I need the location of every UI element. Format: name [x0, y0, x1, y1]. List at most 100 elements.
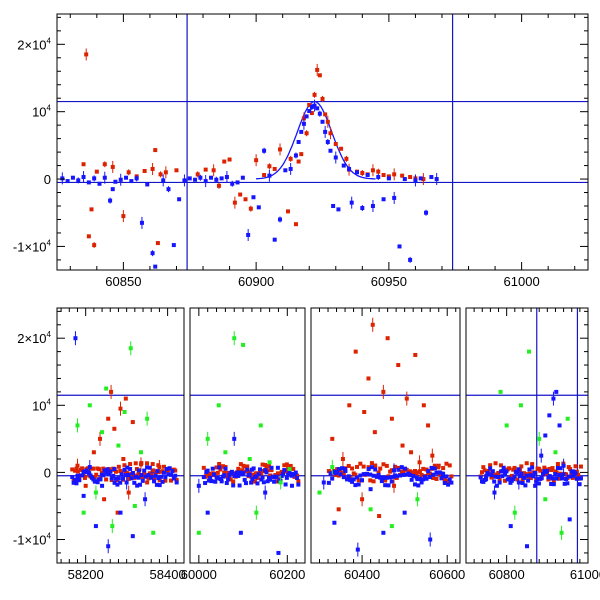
bottom-blue-band-point [173, 473, 178, 478]
top-x-tick-label: 60900 [238, 274, 274, 289]
bottom-red-band-point [92, 475, 97, 480]
bottom-red-band-point [291, 466, 296, 471]
top-blue-point [413, 178, 418, 183]
bottom-red-band-point [503, 478, 508, 483]
bottom-blue-band-point [161, 470, 166, 475]
bottom-red-band-point [564, 472, 569, 477]
top-red-point [174, 168, 179, 173]
bottom-blue-band-point [527, 467, 532, 472]
bottom-blue-band-point [553, 472, 558, 477]
top-blue-point [323, 129, 328, 134]
bottom-red-band-point [74, 466, 79, 471]
bottom-series-blue [484, 389, 576, 549]
bottom-y-tick-label-text: 10 [32, 398, 46, 413]
bottom-blue-band-point [283, 482, 288, 487]
bottom-blue-band-point [264, 470, 269, 475]
bottom-red-point [123, 396, 128, 401]
bottom-x-tick-label: 60800 [489, 567, 525, 582]
bottom-blue-band-point [441, 471, 446, 476]
bottom-blue-point [557, 423, 562, 428]
bottom-red-band-point [236, 466, 241, 471]
bottom-blue-band-point [381, 475, 386, 480]
bottom-blue-band-point [258, 467, 263, 472]
bottom-red-band-point [373, 463, 378, 468]
bottom-green-point [559, 530, 564, 535]
top-blue-point [349, 200, 354, 205]
bottom-red-band-point [442, 477, 447, 482]
bottom-blue-band-point [558, 466, 563, 471]
top-y-tick-label-text: 0 [44, 172, 51, 187]
bottom-blue-point [124, 480, 129, 485]
top-blue-point [214, 177, 219, 182]
bottom-series-green [75, 341, 156, 535]
bottom-blue-band-point [403, 466, 408, 471]
bottom-green-point [565, 416, 570, 421]
top-blue-point [331, 204, 336, 208]
bottom-red-band-point [128, 462, 133, 467]
bottom-blue-band-point [488, 466, 493, 471]
bottom-blue-band-point [145, 465, 150, 470]
top-red-point [328, 131, 333, 136]
bottom-blue-band-point [206, 478, 211, 483]
bottom-blue-band-point [245, 467, 250, 472]
bottom-red-point [126, 490, 131, 495]
bottom-red-point [130, 420, 135, 425]
top-series-blue [60, 99, 439, 269]
bottom-blue-point [567, 517, 572, 522]
bottom-red-point [91, 450, 96, 455]
bottom-red-band-point [174, 478, 179, 483]
top-blue-point [124, 175, 129, 180]
bottom-red-band-point [550, 466, 555, 471]
bottom-red-band-point [169, 478, 174, 483]
bottom-blue-point [533, 483, 538, 488]
bottom-red-point [330, 436, 335, 441]
bottom-blue-band-point [576, 476, 581, 481]
bottom-red-band-point [268, 473, 273, 478]
bottom-blue-band-point [282, 468, 287, 473]
bottom-blue-band-point [412, 482, 417, 487]
top-blue-point [187, 176, 192, 181]
top-blue-point [312, 103, 317, 108]
bottom-red-point [98, 436, 103, 441]
bottom-blue-band-point [102, 468, 107, 473]
top-red-point [315, 67, 320, 72]
bottom-red-point [112, 426, 117, 431]
bottom-green-point [223, 450, 228, 455]
bottom-red-band-point [133, 461, 138, 466]
bottom-red-band-point [228, 477, 233, 482]
bottom-blue-point [343, 467, 348, 472]
bottom-blue-band-point [108, 469, 113, 474]
bottom-blue-band-point [484, 477, 489, 482]
top-series-red [81, 48, 426, 249]
bottom-red-band-point [240, 468, 245, 473]
bottom-red-point [353, 349, 358, 354]
top-blue-point [134, 176, 139, 181]
bottom-blue-band-point [241, 471, 246, 476]
bottom-blue-band-point [210, 466, 215, 471]
bottom-blue-band-point [379, 479, 384, 484]
bottom-red-band-point [231, 479, 236, 484]
bottom-red-point [409, 450, 414, 455]
bottom-green-point [278, 480, 283, 485]
bottom-red-band-point [498, 463, 503, 468]
bottom-series-red [330, 317, 441, 519]
bottom-blue-band-point [573, 471, 578, 476]
bottom-red-band-point [481, 465, 486, 470]
top-y-tick-label-text: 10 [32, 105, 46, 120]
top-red-point [195, 172, 200, 177]
bottom-red-point [372, 430, 377, 435]
top-red-point [312, 92, 317, 97]
bottom-blue-band-point [442, 480, 447, 485]
bottom-y-tick-label-exponent: 4 [47, 397, 52, 406]
bottom-red-band-point [224, 474, 229, 479]
bottom-blue-band-point [130, 470, 135, 475]
bottom-blue-band-point [226, 477, 231, 482]
top-red-point [325, 119, 330, 124]
bottom-blue-band-point [359, 478, 364, 483]
top-red-point [89, 207, 94, 212]
bottom-blue-band-point [493, 474, 498, 479]
bottom-blue-band-point [532, 470, 537, 475]
bottom-blue-band-point [263, 468, 268, 473]
top-blue-point [315, 106, 320, 111]
bottom-blue-band-point [399, 465, 404, 470]
